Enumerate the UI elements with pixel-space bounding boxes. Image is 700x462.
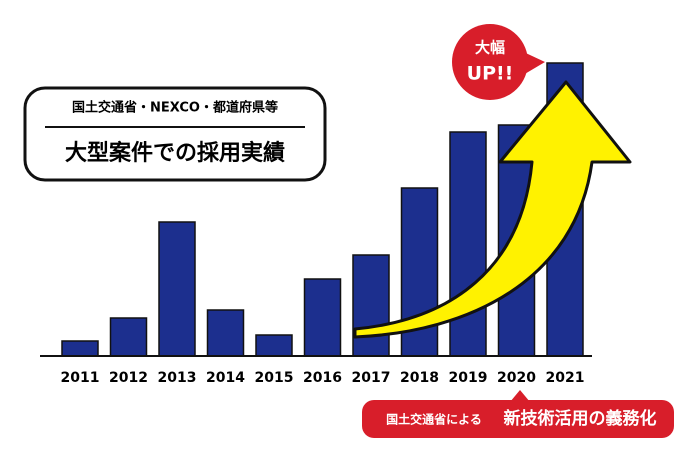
bar bbox=[303, 278, 342, 357]
bubble-text: UP!! bbox=[467, 63, 514, 85]
bar bbox=[61, 340, 99, 357]
bar bbox=[109, 317, 148, 357]
x-tick-label: 2013 bbox=[158, 370, 197, 386]
chart-title: 国土交通省・NEXCO・都道府県等 bbox=[72, 100, 278, 116]
note-box bbox=[362, 400, 674, 438]
x-tick-label: 2012 bbox=[109, 370, 148, 386]
x-tick-label: 2020 bbox=[497, 370, 536, 386]
title-box bbox=[23, 86, 327, 182]
bar bbox=[352, 254, 390, 357]
x-tick-label: 2017 bbox=[352, 370, 391, 386]
note-pointer bbox=[510, 390, 530, 402]
x-tick-label: 2021 bbox=[546, 370, 585, 386]
x-tick-label: 2019 bbox=[449, 370, 488, 386]
bar bbox=[206, 309, 245, 357]
x-tick-label: 2015 bbox=[255, 370, 294, 386]
bubble-text: 大幅 bbox=[475, 39, 505, 57]
growth-arrow bbox=[353, 80, 632, 339]
bar bbox=[449, 131, 487, 357]
x-tick-label: 2016 bbox=[303, 370, 342, 386]
x-tick-label: 2018 bbox=[400, 370, 439, 386]
x-tick-label: 2014 bbox=[206, 370, 245, 386]
note-text: 国土交通省による bbox=[386, 412, 482, 427]
chart-subtitle: 大型案件での採用実績 bbox=[65, 140, 285, 166]
bar bbox=[158, 221, 196, 357]
bar bbox=[255, 334, 293, 357]
bubble bbox=[452, 24, 528, 100]
x-tick-label: 2011 bbox=[61, 370, 100, 386]
note-text: 新技術活用の義務化 bbox=[504, 408, 657, 429]
